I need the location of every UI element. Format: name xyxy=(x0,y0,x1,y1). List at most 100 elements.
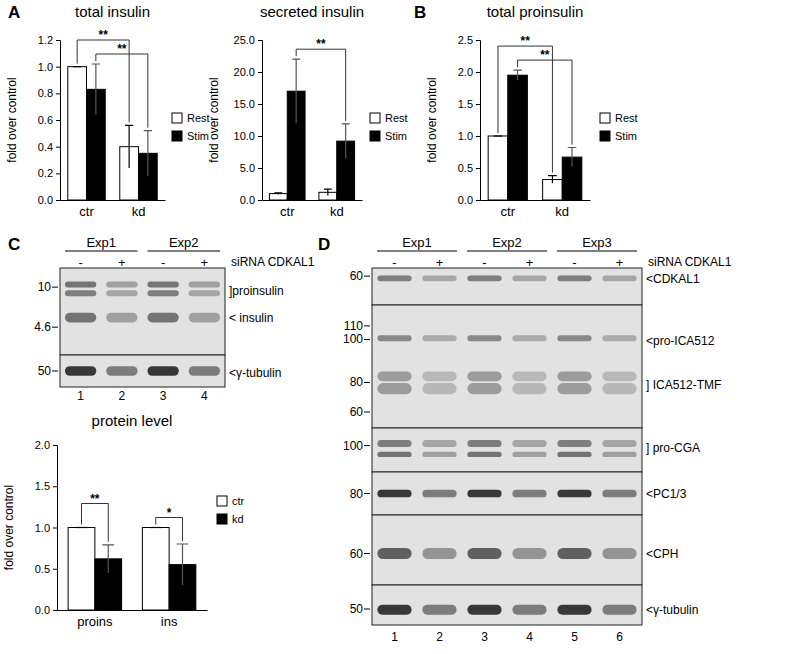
lane-number: 1 xyxy=(391,630,398,644)
significance-bracket xyxy=(498,46,552,173)
y-axis-line xyxy=(476,41,481,201)
legend-label: Stim xyxy=(615,130,637,142)
y-tick-label: 15.0 xyxy=(234,98,255,110)
bar xyxy=(508,75,528,200)
mw-marker-tick xyxy=(364,339,370,340)
blot-band xyxy=(512,383,546,394)
blot-band xyxy=(377,490,411,498)
x-axis-line xyxy=(58,610,208,611)
lane-number: 2 xyxy=(436,630,443,644)
mw-marker-label: 60 xyxy=(350,547,364,561)
lane-group-label: Exp1 xyxy=(402,235,432,250)
y-tick-label: 20.0 xyxy=(234,66,255,78)
lane-number: 5 xyxy=(571,630,578,644)
x-tick: proins xyxy=(77,610,113,629)
blot-band xyxy=(557,335,591,341)
mw-marker-tick xyxy=(364,325,370,326)
y-tick-mark xyxy=(258,72,262,73)
error-bar xyxy=(144,131,152,176)
blot-band xyxy=(65,313,96,323)
y-tick-mark xyxy=(258,168,262,169)
band-label: <CDKAL1 xyxy=(646,272,700,286)
blot-band xyxy=(602,335,636,341)
y-tick: 1.2 xyxy=(38,34,60,46)
blot-band xyxy=(557,371,591,381)
y-axis-line xyxy=(258,41,263,201)
error-bar xyxy=(125,125,133,168)
x-tick: kd xyxy=(330,200,344,219)
chart-title: total insulin xyxy=(75,3,150,20)
blot-band xyxy=(602,548,636,559)
legend-label: ctr xyxy=(232,495,245,507)
x-axis: ctr kd xyxy=(263,200,363,219)
y-tick-label: 2.0 xyxy=(458,66,473,78)
mw-marker-tick xyxy=(364,553,370,554)
lane-group-label: Exp2 xyxy=(492,235,522,250)
significance-bracket xyxy=(518,60,572,144)
bar xyxy=(68,528,95,611)
mw-marker-label: 80 xyxy=(350,375,364,389)
y-tick-mark xyxy=(476,200,480,201)
bar-chart: total proinsulinfold over control0.00.51… xyxy=(425,3,638,219)
y-tick-label: 2.5 xyxy=(458,34,473,46)
significance-bracket xyxy=(82,504,109,542)
treatment-label: siRNA CDKAL1 xyxy=(231,255,315,269)
x-tick-label: ins xyxy=(161,614,178,629)
y-tick: 0.0 xyxy=(458,194,480,206)
blot-band xyxy=(422,335,456,341)
x-axis: ctrkd xyxy=(481,200,591,219)
lane-group-line xyxy=(65,251,138,252)
y-axis-title: fold over control xyxy=(425,77,439,162)
x-tick-label: kd xyxy=(330,204,344,219)
blot-strip xyxy=(60,268,225,355)
x-tick-label: kd xyxy=(555,204,569,219)
significance-label: ** xyxy=(117,42,127,56)
mw-marker-tick xyxy=(364,609,370,610)
legend-label: Rest xyxy=(615,112,638,124)
figure: ABCDtotal insulinfold over control0.00.2… xyxy=(0,0,800,654)
y-tick: 0.8 xyxy=(38,87,60,99)
y-tick-mark xyxy=(56,93,60,94)
x-tick: ctr xyxy=(280,200,295,219)
blot-band xyxy=(377,452,411,457)
band-label: <PC1/3 xyxy=(646,487,687,501)
y-tick: 2.5 xyxy=(458,34,480,46)
error-bar xyxy=(568,148,577,167)
y-tick: 1.0 xyxy=(458,130,480,142)
y-tick: 20.0 xyxy=(234,66,262,78)
legend-label: Stim xyxy=(187,130,209,142)
mw-marker-tick xyxy=(52,327,58,328)
blot-band xyxy=(602,440,636,447)
y-tick-label: 10.0 xyxy=(234,130,255,142)
error-bar xyxy=(150,527,162,528)
error-bar xyxy=(76,527,88,528)
y-tick: 0.0 xyxy=(240,194,262,206)
x-tick-label: ctr xyxy=(79,204,94,219)
band-label: <pro-ICA512 xyxy=(646,334,715,348)
y-tick-mark xyxy=(53,486,57,487)
blot-strip xyxy=(372,428,642,472)
error-bar xyxy=(494,135,503,136)
x-tick: kd xyxy=(555,200,569,219)
mw-marker-label: 110 xyxy=(344,319,363,333)
mw-marker-label: 100 xyxy=(343,439,363,453)
panel-label: B xyxy=(414,3,426,22)
significance-label: ** xyxy=(90,492,100,506)
y-tick-label: 5.0 xyxy=(240,162,255,174)
y-tick: 0.4 xyxy=(38,141,60,153)
mw-marker-tick xyxy=(364,276,370,277)
blot-band xyxy=(377,371,411,381)
y-tick-mark xyxy=(56,120,60,121)
mw-marker-label: 80 xyxy=(350,487,364,501)
y-tick-label: 0.8 xyxy=(38,87,53,99)
mw-marker-tick xyxy=(52,287,58,288)
mw-marker-tick xyxy=(364,412,370,413)
blot-band xyxy=(602,452,636,457)
blot-band xyxy=(422,490,456,498)
y-axis-line xyxy=(56,41,61,201)
y-tick-label: 1.5 xyxy=(35,480,50,492)
significance-label: ** xyxy=(316,37,326,51)
blot-band xyxy=(467,371,501,381)
band-label: <γ-tubulin xyxy=(229,366,281,380)
error-bar xyxy=(177,544,189,585)
